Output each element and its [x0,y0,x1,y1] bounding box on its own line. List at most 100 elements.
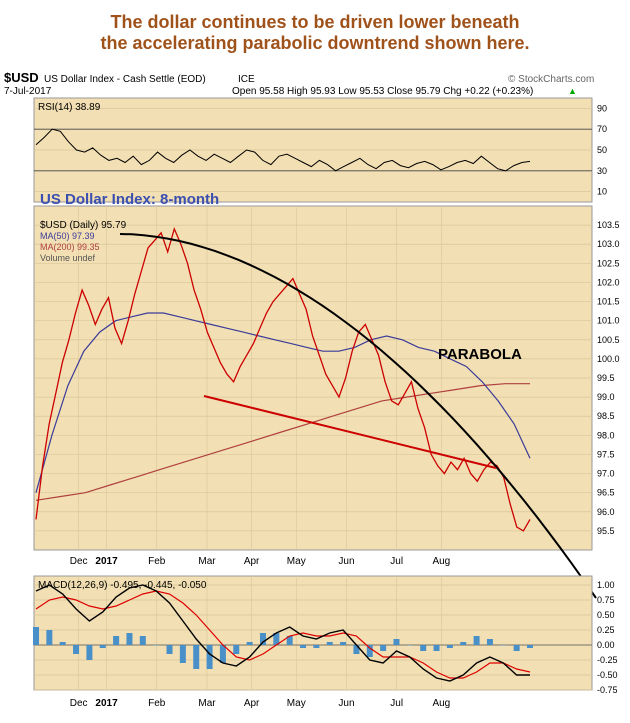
macd-line [35,584,530,682]
price-tick-label: 97.5 [597,449,615,459]
macd-x-axis: Dec 2017 Feb Mar Apr May Jun Jul Aug [70,698,450,709]
macd-histogram-bar [473,636,480,645]
macd-histogram-bar [380,645,387,651]
price-tick-label: 98.5 [597,411,615,421]
macd-histogram-bar [406,645,413,646]
macd-histogram-bar [86,645,93,660]
macd-x-tick-label: Mar [198,698,216,709]
legend-ma50: MA(50) 97.39 [40,231,95,241]
rsi-tick-label: 10 [597,187,607,197]
macd-x-tick-label: Aug [432,698,450,709]
macd-x-tick-label: May [287,698,306,709]
price-x-tick-label: 2017 [95,556,118,567]
price-x-axis: Dec 2017 Feb Mar Apr May Jun Jul Aug [70,556,450,567]
price-tick-label: 102.0 [597,277,620,287]
price-tick-label: 101.5 [597,297,620,307]
legend-ma200: MA(200) 99.35 [40,242,100,252]
price-x-tick-label: Dec [70,556,88,567]
price-panel-title: US Dollar Index: 8-month [40,191,219,208]
support-trendline [203,395,497,469]
macd-histogram-bar [326,642,333,645]
macd-x-tick-label: Dec [70,698,88,709]
macd-histogram-bar [59,642,66,645]
macd-tick-label: 0.50 [597,610,615,620]
macd-histogram-bar [33,627,39,645]
macd-histogram-bar [393,639,400,645]
chart-symbol: $USD [4,70,39,85]
price-x-tick-label: May [287,556,306,567]
macd-histogram-bar [286,636,293,645]
chart-name: US Dollar Index - Cash Settle (EOD) [44,74,206,85]
macd-histogram-bar [99,645,106,648]
macd-histogram-bar [527,645,533,648]
rsi-tick-label: 70 [597,124,607,134]
ma50-line [35,312,531,493]
price-tick-label: 97.0 [597,469,615,479]
macd-histogram-bar [73,645,80,654]
price-tick-label: 96.0 [597,507,615,517]
price-tick-label: 100.5 [597,335,620,345]
price-tick-label: 100.0 [597,354,620,364]
watermark: © StockCharts.com [508,74,594,85]
macd-histogram-bar [113,636,120,645]
legend-volume: Volume undef [40,253,96,263]
chart-exchange: ICE [238,74,255,85]
legend-usd: $USD (Daily) 95.79 [40,220,127,231]
macd-histogram-bar [353,645,360,654]
macd-histogram-bar [153,645,160,646]
price-x-tick-label: Jun [338,556,354,567]
price-x-tick-label: Aug [432,556,450,567]
macd-histogram-bar [460,642,467,645]
macd-tick-label: 0.00 [597,640,615,650]
macd-x-tick-label: 2017 [95,698,118,709]
macd-title: MACD(12,26,9) -0.495, -0.445, -0.050 [38,580,207,591]
price-series-line [35,226,531,532]
macd-tick-label: -0.25 [597,655,618,665]
macd-grid: -0.75 -0.50 -0.25 0.00 0.25 0.50 0.75 1.00 [34,576,618,695]
price-x-tick-label: Jul [390,556,403,567]
macd-histogram-bar [313,645,320,648]
chart-ohlc: Open 95.58 High 95.93 Low 95.53 Close 95… [232,86,533,97]
macd-histogram-bar [206,645,213,669]
macd-histogram-bar [366,645,373,657]
price-x-tick-label: Mar [198,556,216,567]
macd-histogram-bar [46,630,53,645]
macd-histogram-bar [300,645,307,648]
stock-chart: $USD US Dollar Index - Cash Settle (EOD)… [4,70,620,709]
ohlc-up-arrow: ▲ [568,86,577,96]
macd-histogram-bar [420,645,427,651]
macd-histogram-bar [340,642,347,645]
parabola-annotation: PARABOLA [438,346,522,363]
rsi-grid: 10 30 50 70 90 [34,103,607,197]
macd-histogram-bar [273,633,280,645]
headline-line-1: The dollar continues to be driven lower … [110,12,520,32]
macd-histogram-bar [139,636,146,645]
macd-histogram-bar [126,633,133,645]
macd-tick-label: -0.75 [597,685,618,695]
price-tick-label: 103.0 [597,239,620,249]
macd-histogram-bar [166,645,173,654]
macd-tick-label: 0.75 [597,595,615,605]
macd-histogram-bar [500,645,507,646]
macd-panel: -0.75 -0.50 -0.25 0.00 0.25 0.50 0.75 1.00 MACD… [33,575,618,709]
ma200-line [35,383,530,501]
macd-histogram-bar [233,645,240,654]
rsi-panel: 10 30 50 70 90 RSI(14) 38.89 [33,97,607,203]
rsi-tick-label: 30 [597,166,607,176]
macd-x-tick-label: Feb [148,698,166,709]
macd-tick-label: -0.50 [597,670,618,680]
chart-date: 7-Jul-2017 [4,86,52,97]
price-panel: 95.5 96.0 96.5 97.0 97.5 98.0 98.5 99.0 99.5 100.… [33,191,620,599]
parabola-trendline [119,233,597,599]
macd-histogram-bar [219,645,226,663]
macd-tick-label: 0.25 [597,625,615,635]
macd-histogram-bar [486,639,493,645]
price-tick-label: 98.0 [597,430,615,440]
macd-tick-label: 1.00 [597,580,615,590]
macd-x-tick-label: Apr [244,698,260,709]
rsi-series-line [35,128,531,172]
macd-histogram-bar [259,633,266,645]
macd-x-tick-label: Jun [338,698,354,709]
macd-histogram-bar [446,645,453,648]
rsi-tick-label: 50 [597,145,607,155]
